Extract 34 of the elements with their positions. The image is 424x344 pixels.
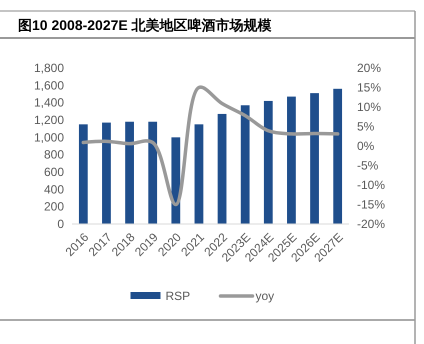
y2-tick-label: -10% <box>357 178 386 192</box>
bar <box>148 122 158 224</box>
chart-title: 图10 2008-2027E 北美地区啤酒市场规模 <box>18 17 273 33</box>
bar <box>194 124 204 224</box>
bar <box>287 96 296 224</box>
y-tick-label: 1,400 <box>34 96 64 110</box>
y-tick-label: 0 <box>57 217 64 231</box>
y-tick-label: 1,200 <box>34 113 64 127</box>
y2-tick-label: -5% <box>357 158 379 172</box>
bar <box>125 122 134 224</box>
y-tick-label: 800 <box>44 148 64 162</box>
line-series <box>82 86 340 206</box>
bar <box>333 88 342 224</box>
y-tick-label: 1,000 <box>34 130 64 144</box>
y-tick-label: 1,800 <box>34 61 64 75</box>
bar <box>102 122 111 224</box>
bar <box>218 114 226 224</box>
bar <box>310 93 319 224</box>
y-tick-label: 600 <box>44 165 64 179</box>
bar <box>78 124 88 224</box>
y-tick-label: 400 <box>44 182 64 196</box>
y-tick-label: 200 <box>44 200 64 214</box>
y2-tick-label: 20% <box>357 61 382 75</box>
y2-tick-label: 15% <box>357 80 382 94</box>
bar <box>240 105 250 224</box>
y2-tick-label: 10% <box>357 100 382 114</box>
legend-label: yoy <box>256 289 274 303</box>
y-tick-label: 1,600 <box>34 78 64 92</box>
y2-tick-label: 5% <box>357 120 375 134</box>
y2-tick-label: -15% <box>357 198 386 212</box>
y2-tick-label: -20% <box>357 217 386 231</box>
bar <box>264 100 273 224</box>
legend-label: RSP <box>166 289 190 303</box>
y2-tick-label: 0% <box>357 139 375 153</box>
